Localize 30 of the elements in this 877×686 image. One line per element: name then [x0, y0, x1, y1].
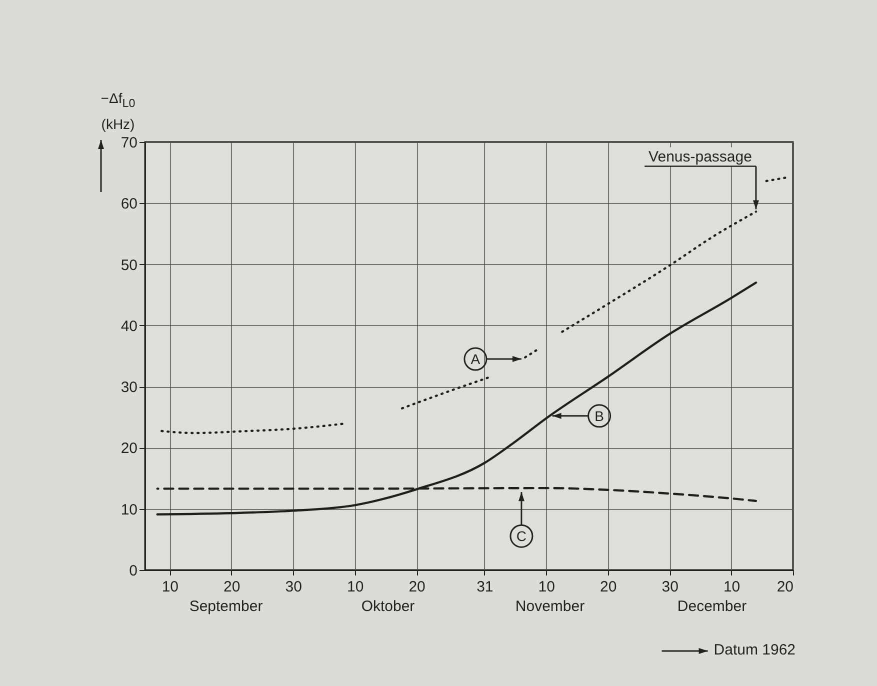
annotation: C [516, 528, 527, 544]
x-tick-label: 20 [600, 578, 617, 596]
x-tick-label: 10 [723, 578, 740, 596]
annotation: Venus-passage [648, 148, 752, 166]
y-tick-label: 40 [120, 318, 138, 335]
y-tick-label: 30 [120, 379, 138, 396]
text: Oktober [361, 598, 415, 615]
y-tick-label: 20 [120, 440, 138, 458]
y-tick-label: 70 [120, 134, 138, 152]
y-axis-title: −Δf$_{L0}$ (kHz) [100, 89, 136, 134]
x-tick-label: 10 [538, 578, 555, 596]
annotation: B [594, 408, 604, 424]
x-tick-label: 20 [224, 578, 240, 596]
x-tick-label: 30 [662, 578, 678, 596]
x-tick-label: 30 [285, 578, 302, 596]
text: November [515, 598, 585, 615]
x-tick-label: 20 [408, 578, 426, 596]
text: September [189, 598, 263, 615]
x-tick-label: 20 [776, 578, 794, 596]
y-tick-label: 60 [120, 196, 138, 213]
x-tick-label: 10 [162, 578, 179, 596]
y-tick-label: 50 [120, 256, 138, 274]
x-tick-label: 31 [476, 578, 494, 596]
x-tick-label: 10 [346, 578, 364, 596]
x-axis-title: Datum 1962 [714, 642, 796, 658]
text: December [677, 598, 747, 615]
annotation: A [470, 351, 481, 368]
line-series [156, 282, 758, 516]
y-tick-label: 10 [120, 501, 138, 518]
y-tick-label: 0 [129, 562, 138, 580]
